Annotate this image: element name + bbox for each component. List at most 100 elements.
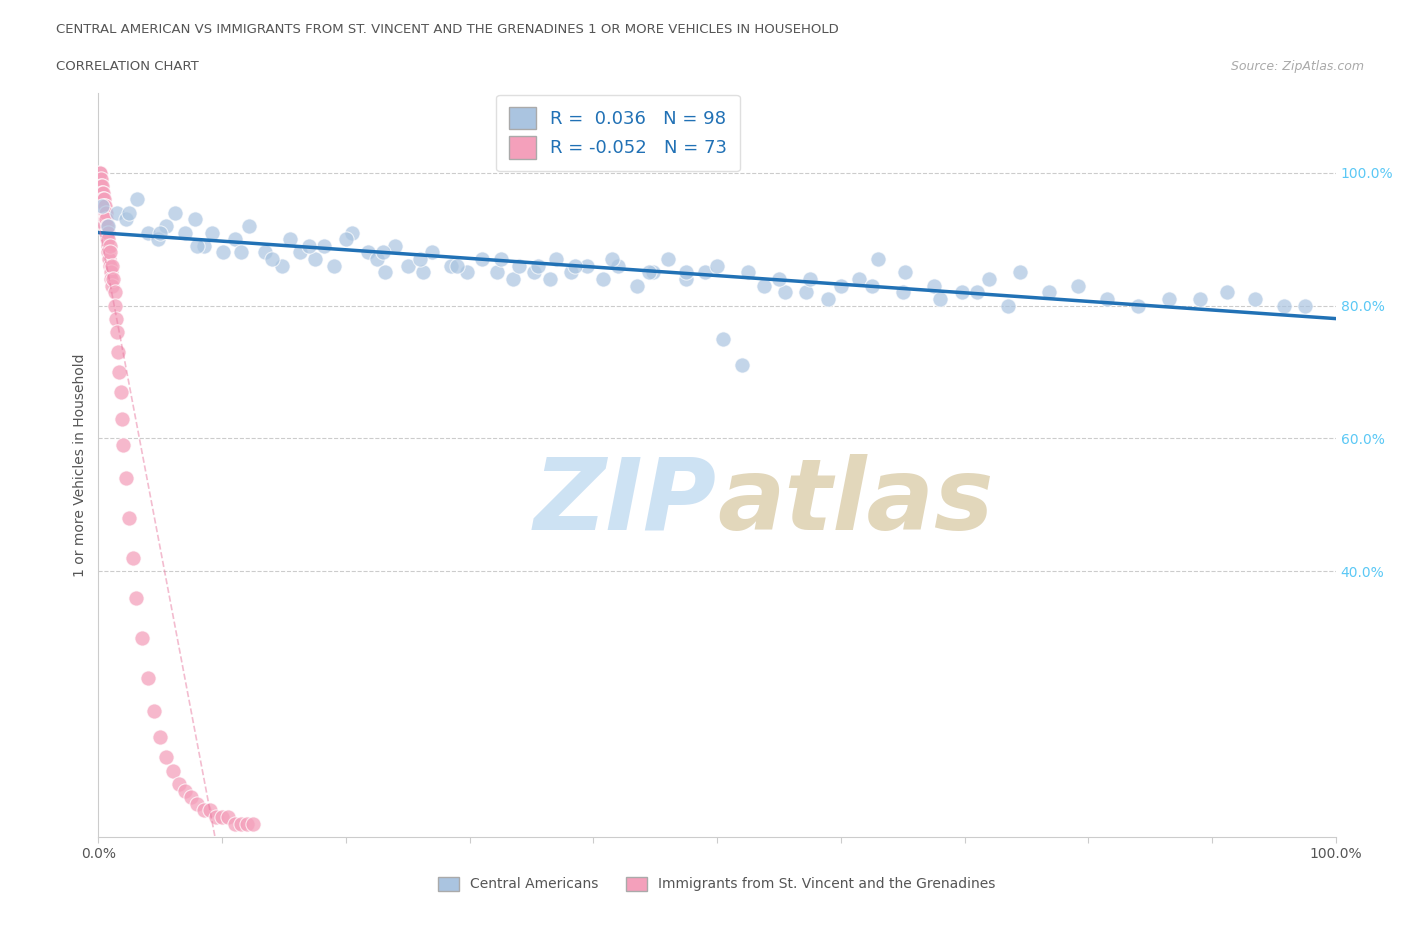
Point — [848, 272, 870, 286]
Point — [107, 345, 129, 360]
Point — [396, 259, 419, 273]
Point — [229, 817, 252, 831]
Point — [607, 259, 630, 273]
Point — [174, 225, 197, 240]
Point — [600, 252, 623, 267]
Point — [446, 259, 468, 273]
Point — [768, 272, 790, 286]
Point — [322, 259, 344, 273]
Point — [146, 232, 169, 246]
Point — [928, 291, 950, 306]
Point — [125, 192, 148, 206]
Point — [118, 206, 141, 220]
Point — [217, 810, 239, 825]
Point — [366, 252, 388, 267]
Point — [711, 331, 734, 346]
Point — [626, 278, 648, 293]
Point — [96, 219, 118, 233]
Point — [90, 185, 112, 200]
Point — [312, 238, 335, 253]
Point — [149, 225, 172, 240]
Point — [94, 225, 117, 240]
Point — [90, 192, 112, 206]
Point — [97, 238, 120, 253]
Point — [412, 265, 434, 280]
Point — [212, 245, 235, 259]
Point — [93, 198, 115, 213]
Point — [997, 299, 1019, 313]
Point — [124, 591, 146, 605]
Point — [91, 198, 114, 213]
Point — [409, 252, 432, 267]
Point — [799, 272, 821, 286]
Point — [538, 272, 561, 286]
Point — [371, 245, 394, 259]
Point — [1244, 291, 1267, 306]
Point — [93, 212, 115, 227]
Text: CORRELATION CHART: CORRELATION CHART — [56, 60, 200, 73]
Point — [103, 299, 125, 313]
Point — [136, 671, 159, 685]
Point — [97, 252, 120, 267]
Point — [1126, 299, 1149, 313]
Point — [638, 265, 661, 280]
Point — [111, 411, 134, 426]
Point — [357, 245, 380, 259]
Point — [112, 438, 135, 453]
Point — [508, 259, 530, 273]
Point — [891, 285, 914, 299]
Point — [564, 259, 586, 273]
Point — [866, 252, 889, 267]
Point — [131, 631, 153, 645]
Point — [236, 817, 259, 831]
Point — [100, 265, 122, 280]
Point — [440, 259, 463, 273]
Point — [98, 259, 121, 273]
Point — [97, 225, 120, 240]
Point — [91, 192, 114, 206]
Point — [98, 238, 121, 253]
Point — [752, 278, 775, 293]
Point — [456, 265, 478, 280]
Point — [894, 265, 917, 280]
Point — [238, 219, 260, 233]
Point — [576, 259, 599, 273]
Point — [167, 777, 190, 791]
Point — [96, 232, 118, 246]
Point — [89, 172, 111, 187]
Point — [90, 179, 112, 193]
Legend: Central Americans, Immigrants from St. Vincent and the Grenadines: Central Americans, Immigrants from St. V… — [433, 871, 1001, 897]
Point — [103, 272, 125, 286]
Point — [922, 278, 945, 293]
Point — [122, 551, 145, 565]
Point — [149, 730, 172, 745]
Point — [186, 238, 208, 253]
Point — [298, 238, 321, 253]
Text: CENTRAL AMERICAN VS IMMIGRANTS FROM ST. VINCENT AND THE GRENADINES 1 OR MORE VEH: CENTRAL AMERICAN VS IMMIGRANTS FROM ST. … — [56, 23, 839, 36]
Point — [211, 810, 233, 825]
Point — [184, 212, 207, 227]
Text: atlas: atlas — [717, 454, 994, 551]
Point — [335, 232, 357, 246]
Point — [155, 750, 177, 764]
Point — [162, 764, 184, 778]
Point — [91, 185, 114, 200]
Point — [1272, 299, 1295, 313]
Text: ZIP: ZIP — [534, 454, 717, 551]
Point — [193, 238, 215, 253]
Point — [90, 172, 112, 187]
Point — [186, 796, 208, 811]
Point — [143, 703, 166, 718]
Point — [242, 817, 264, 831]
Point — [260, 252, 283, 267]
Point — [979, 272, 1001, 286]
Point — [93, 198, 115, 213]
Point — [794, 285, 817, 299]
Point — [174, 783, 197, 798]
Point — [526, 259, 548, 273]
Point — [1294, 299, 1316, 313]
Point — [93, 192, 115, 206]
Point — [180, 790, 202, 804]
Point — [155, 219, 177, 233]
Point — [101, 259, 124, 273]
